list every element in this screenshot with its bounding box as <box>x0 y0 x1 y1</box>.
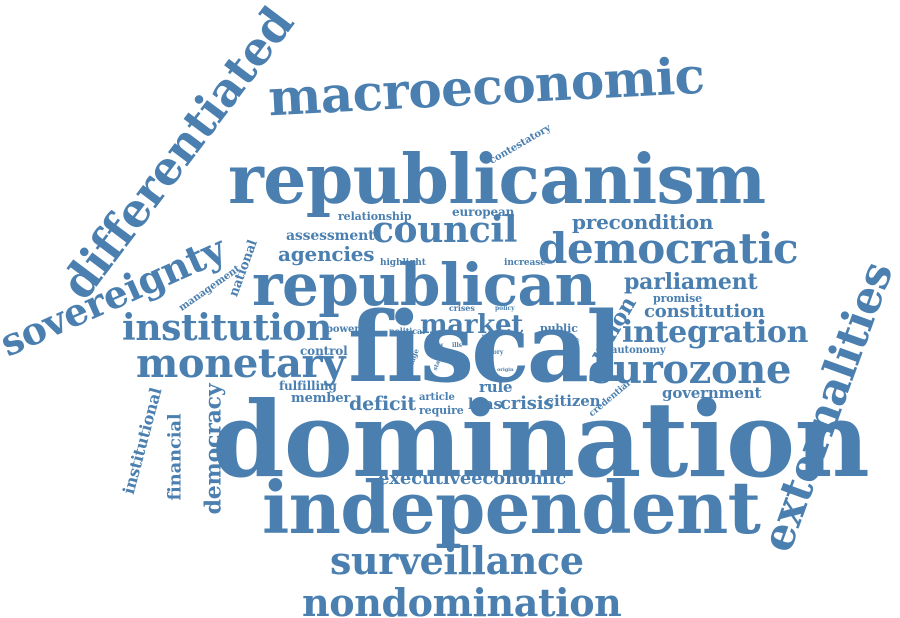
word-european: european <box>452 205 515 219</box>
word-institution: institution <box>122 307 332 349</box>
word-article: article <box>419 392 455 403</box>
word-rule: rule <box>479 378 513 396</box>
word-precondition: precondition <box>572 210 714 234</box>
word-control: control <box>300 344 348 358</box>
word-deficit: deficit <box>349 393 416 415</box>
word-member: member <box>291 391 351 406</box>
word-financial: financial <box>164 413 186 501</box>
word-debt: debt <box>479 367 494 374</box>
word-surveillance: surveillance <box>330 538 584 583</box>
word-independent: independent <box>262 465 761 550</box>
word-power: power <box>326 324 360 335</box>
word-democratic: democratic <box>538 224 799 273</box>
word-promise: promise <box>653 292 703 305</box>
word-now: now <box>430 342 444 349</box>
word-democracy: democracy <box>200 383 227 515</box>
word-level: level <box>440 351 458 360</box>
word-ills: ills <box>452 342 462 349</box>
word-executiveeconomic: executiveeconomic <box>378 468 567 489</box>
word-political: political <box>389 326 426 336</box>
word-nondomination: nondomination <box>302 580 622 618</box>
word-origin: origin <box>497 367 514 373</box>
word-constitution: constitution <box>644 301 765 322</box>
word-public: public <box>540 322 578 335</box>
word-increase: increase <box>504 258 546 268</box>
word-republicanism: republicanism <box>228 140 766 220</box>
word-government: government <box>662 384 762 402</box>
word-fiscal: fiscal <box>348 291 623 404</box>
word-monetary: monetary <box>136 340 346 387</box>
word-agencies: agencies <box>278 242 375 266</box>
word-macroeconomic: macroeconomic <box>266 45 706 128</box>
word-eurozone: eurozone <box>588 346 792 393</box>
word-assessment: assessment <box>286 228 375 244</box>
word-crises: crises <box>449 303 475 313</box>
word-highlight: highlight <box>380 258 426 268</box>
word-crisis: crisis <box>500 393 554 414</box>
word-council: council <box>372 209 518 251</box>
word-citizen: citizen <box>545 392 601 410</box>
word-republican: republican <box>252 251 597 319</box>
word-integration: integration <box>622 315 809 350</box>
word-require: require <box>419 404 464 417</box>
word-domination: domination <box>212 378 870 501</box>
word-market: market <box>420 310 524 340</box>
word-theory: theory <box>482 349 504 356</box>
word-institutional: institutional <box>118 385 166 497</box>
word-autonomy: autonomy <box>611 345 666 356</box>
word-parliament: parliament <box>624 269 758 295</box>
word-bias: bias <box>468 395 502 413</box>
word-policy: policy <box>495 305 515 312</box>
word-fulfilling: fulfilling <box>279 379 337 393</box>
word-relationship: relationship <box>338 210 412 223</box>
